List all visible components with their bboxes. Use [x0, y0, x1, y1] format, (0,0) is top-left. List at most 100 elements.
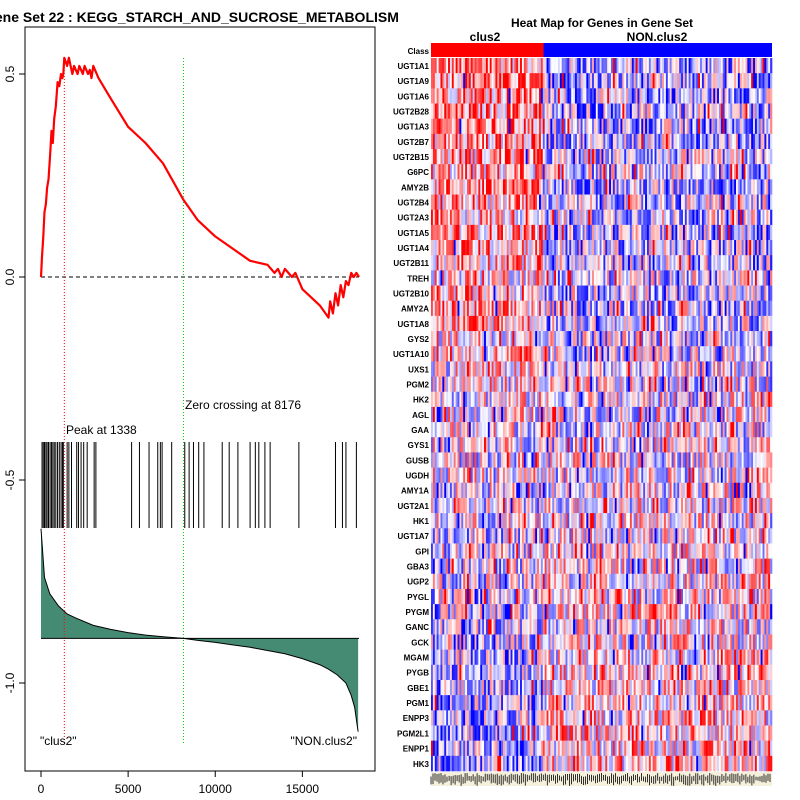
- heatmap-cell: [673, 179, 676, 195]
- heatmap-cell: [546, 315, 549, 332]
- heatmap-cell: [518, 422, 521, 438]
- heatmap-cell: [449, 133, 453, 150]
- heatmap-cell: [618, 149, 621, 165]
- heatmap-cell: [584, 331, 587, 347]
- heatmap-cell: [690, 179, 693, 195]
- heatmap-cell: [580, 164, 583, 180]
- heatmap-cell: [593, 270, 597, 286]
- heatmap-cell: [677, 88, 680, 104]
- heatmap-cell: [480, 118, 483, 135]
- heatmap-cell: [639, 406, 642, 423]
- heatmap-cell: [595, 118, 599, 135]
- heatmap-cell: [518, 58, 521, 74]
- heatmap-cell: [465, 118, 468, 135]
- heatmap-cell: [707, 391, 710, 408]
- heatmap-cell: [478, 255, 481, 271]
- heatmap-cell: [671, 437, 674, 453]
- heatmap-cell: [760, 422, 763, 438]
- heatmap-cell: [758, 300, 761, 317]
- heatmap-cell: [705, 331, 708, 347]
- heatmap-cell: [584, 164, 587, 180]
- heatmap-cell: [432, 406, 436, 423]
- heatmap-cell: [521, 391, 525, 408]
- heatmap-cell: [601, 406, 604, 423]
- heatmap-cell: [741, 103, 744, 119]
- heatmap-cell: [612, 437, 616, 453]
- heatmap-cell: [718, 376, 722, 393]
- heatmap-cell: [466, 209, 470, 226]
- heatmap-cell: [618, 209, 621, 226]
- heatmap-cell: [510, 255, 513, 271]
- heatmap-cell: [730, 331, 733, 347]
- heatmap-cell: [588, 255, 591, 271]
- heatmap-cell: [667, 240, 670, 256]
- heatmap-cell: [468, 437, 472, 453]
- heatmap-cell: [565, 73, 568, 89]
- heatmap-cell: [660, 422, 663, 438]
- heatmap-cell: [607, 133, 610, 150]
- heatmap-cell: [601, 194, 604, 210]
- heatmap-cell: [489, 133, 492, 150]
- heatmap-cell: [612, 255, 616, 271]
- heatmap-cell: [571, 376, 574, 393]
- heatmap-cell: [504, 361, 508, 377]
- heatmap-cell: [482, 255, 485, 271]
- heatmap-cell: [552, 194, 555, 210]
- heatmap-cell: [703, 437, 706, 453]
- heatmap-cell: [633, 376, 636, 393]
- heatmap-cell: [758, 452, 761, 468]
- heatmap-cell: [491, 58, 494, 74]
- heatmap-cell: [588, 437, 591, 453]
- heatmap-cell: [692, 58, 695, 74]
- heatmap-cell: [643, 315, 646, 332]
- heatmap-cell: [512, 452, 515, 468]
- heatmap-cell: [629, 255, 633, 271]
- heatmap-cell: [692, 270, 695, 286]
- heatmap-cell: [518, 331, 521, 347]
- heatmap-cell: [563, 270, 566, 286]
- heatmap-cell: [730, 315, 733, 332]
- heatmap-cell: [493, 103, 496, 119]
- heatmap-cell: [739, 73, 742, 89]
- heatmap-cell: [628, 315, 631, 332]
- heatmap-cell: [629, 118, 633, 135]
- heatmap-cell: [703, 179, 706, 195]
- heatmap-cell: [472, 422, 475, 438]
- heatmap-cell: [622, 331, 625, 347]
- heatmap-cell: [592, 406, 595, 423]
- heatmap-cell: [722, 240, 725, 256]
- heatmap-cell: [599, 422, 602, 438]
- heatmap-cell: [722, 73, 725, 89]
- heatmap-cell: [506, 452, 509, 468]
- heatmap-cell: [652, 194, 655, 210]
- heatmap-cell: [552, 179, 555, 195]
- heatmap-cell: [652, 103, 655, 119]
- heatmap-cell: [453, 240, 456, 256]
- heatmap-cell: [694, 406, 697, 423]
- heatmap-cell: [508, 467, 511, 484]
- heatmap-cell: [669, 331, 672, 347]
- heatmap-cell: [690, 240, 693, 256]
- heatmap-cell: [610, 437, 614, 453]
- heatmap-cell: [728, 300, 731, 317]
- heatmap-cell: [527, 346, 530, 362]
- heatmap-cell: [574, 118, 578, 135]
- heatmap-cell: [552, 73, 555, 89]
- heatmap-cell: [628, 285, 631, 302]
- heatmap-cell: [567, 376, 570, 393]
- heatmap-cell: [605, 73, 608, 89]
- heatmap-cell: [669, 315, 672, 332]
- heatmap-cell: [637, 118, 640, 135]
- heatmap-cell: [675, 179, 678, 195]
- heatmap-cell: [520, 179, 523, 195]
- heatmap-cell: [749, 315, 752, 332]
- heatmap-cell: [571, 285, 574, 302]
- heatmap-cell: [554, 422, 557, 438]
- heatmap-cell: [626, 422, 629, 438]
- heatmap-cell: [533, 315, 536, 332]
- heatmap-cell: [720, 255, 724, 271]
- heatmap-cell: [544, 422, 547, 438]
- heatmap-cell: [493, 179, 496, 195]
- heatmap-cell: [465, 437, 468, 453]
